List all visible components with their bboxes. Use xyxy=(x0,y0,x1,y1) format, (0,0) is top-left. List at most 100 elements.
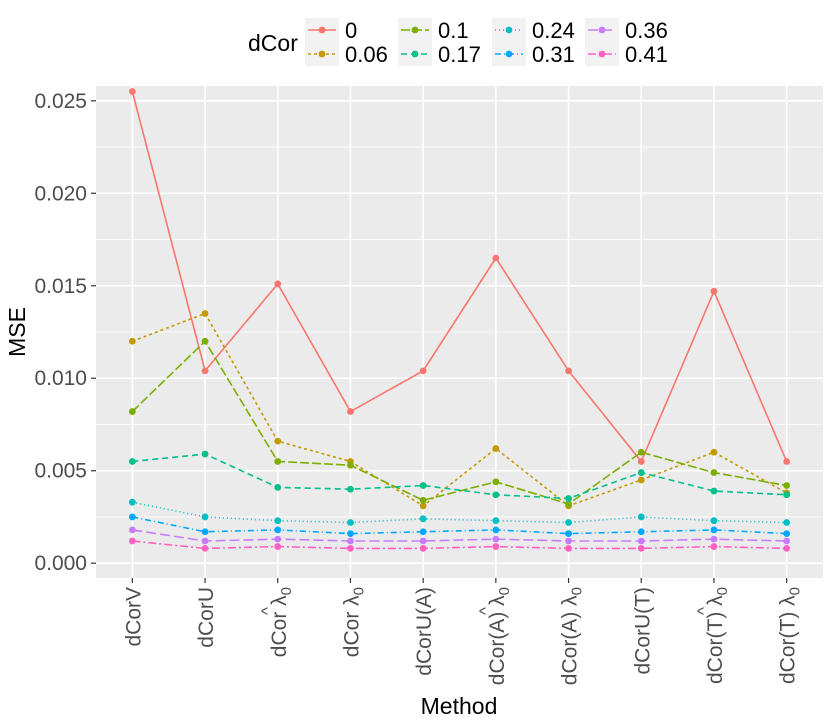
legend-key-point xyxy=(411,26,419,34)
series-point xyxy=(637,537,645,545)
x-tick-label-text: dCor(A) λ0 xyxy=(486,587,513,685)
series-line xyxy=(131,339,787,505)
series-point xyxy=(419,537,427,545)
legend-key-point xyxy=(411,50,419,58)
legend-item: 0.41 xyxy=(585,42,668,67)
series-point xyxy=(274,280,282,288)
series-point xyxy=(565,519,572,526)
series-line xyxy=(132,540,787,550)
x-tick-label-base: dCor λ xyxy=(340,595,363,657)
legend-key-point xyxy=(598,50,606,58)
series-point xyxy=(201,545,209,552)
x-tick-label-sub: 0 xyxy=(714,587,731,595)
series-point xyxy=(201,367,209,375)
series-point xyxy=(565,537,572,545)
series-point xyxy=(710,287,718,295)
legend-key-point xyxy=(318,50,326,58)
series-point xyxy=(783,458,791,465)
x-tick-label-base: dCorU(T) xyxy=(631,587,654,675)
series-point xyxy=(492,535,500,543)
x-tick-label-text: dCorV xyxy=(122,587,145,647)
x-tick-label-base: dCor(T) λ xyxy=(777,595,800,684)
series-point xyxy=(419,496,427,504)
x-tick-label-sub: 0 xyxy=(350,587,367,595)
legend-label: 0.06 xyxy=(345,42,388,67)
legend-item: 0.31 xyxy=(492,42,575,67)
series-point xyxy=(710,448,718,456)
series-point xyxy=(783,491,791,499)
series-point xyxy=(274,458,282,465)
series-point xyxy=(565,530,572,538)
series-line xyxy=(132,312,788,507)
series-point xyxy=(710,517,718,525)
series-point xyxy=(128,88,136,95)
series-point xyxy=(492,526,500,534)
x-tick-label-sub: 0 xyxy=(787,587,804,595)
series-point xyxy=(783,545,791,552)
series-point xyxy=(347,530,354,538)
series-point xyxy=(128,408,136,415)
y-tick-label: 0.010 xyxy=(34,367,87,390)
x-tick-label-base: dCor(A) λ xyxy=(559,595,582,685)
series-point xyxy=(637,545,645,552)
x-tick-label-sub: 0 xyxy=(569,587,586,595)
series-point xyxy=(347,519,354,526)
y-tick-label: 0.025 xyxy=(34,90,87,113)
series-point xyxy=(492,543,500,550)
series-lines xyxy=(131,91,788,550)
series-point xyxy=(274,526,282,534)
legend-key-point xyxy=(318,26,326,34)
series-point xyxy=(347,545,354,552)
grid-minor xyxy=(96,146,823,518)
series-line xyxy=(132,453,787,500)
series-point xyxy=(419,482,427,489)
legend-label: 0.41 xyxy=(625,42,668,67)
x-tick-label: dCor λ0 xyxy=(340,587,367,657)
y-tick-label: 0.005 xyxy=(34,460,87,483)
x-tick-label-hat: ^ xyxy=(694,607,713,615)
series-point xyxy=(783,519,791,526)
legend-label: 0.1 xyxy=(438,18,469,43)
y-tick-label: 0.000 xyxy=(34,552,87,575)
series-point xyxy=(637,528,645,536)
series-point xyxy=(419,515,427,523)
x-tick-label-base: dCor(T) λ xyxy=(704,595,727,684)
series-point xyxy=(710,487,718,495)
series-point xyxy=(347,485,354,493)
legend-key-point xyxy=(505,50,513,58)
legend-label: 0.17 xyxy=(438,42,481,67)
series-point xyxy=(128,537,136,545)
series-point xyxy=(274,437,282,445)
series-point xyxy=(710,535,718,543)
series-point xyxy=(419,367,427,375)
series-point xyxy=(201,513,209,521)
x-tick-label-hat: ^ xyxy=(258,607,277,615)
series-line xyxy=(132,516,787,535)
x-tick-label-text: dCorU(T) xyxy=(631,587,654,675)
series-point xyxy=(128,526,136,534)
series-point xyxy=(637,458,645,465)
series-point xyxy=(565,545,572,552)
series-point xyxy=(565,495,572,502)
y-tick-label: 0.015 xyxy=(34,275,87,298)
legend-key-point xyxy=(598,26,606,34)
legend-label: 0.24 xyxy=(532,18,575,43)
x-tick-label: dCor(A) λ0^ xyxy=(476,587,513,685)
series-point xyxy=(783,530,791,538)
series-point xyxy=(565,367,572,375)
series-point xyxy=(492,478,500,486)
legend-item: 0.06 xyxy=(305,42,388,67)
legend-key-point xyxy=(505,26,513,34)
series-point xyxy=(637,469,645,476)
x-tick-label: dCorU(T) xyxy=(631,587,654,675)
series-point xyxy=(419,502,427,510)
x-tick-label: dCorU xyxy=(195,587,218,648)
series-point xyxy=(637,476,645,484)
legend-item: 0.24 xyxy=(492,18,575,43)
x-tick-label-text: dCor(T) λ0 xyxy=(777,587,804,684)
series-point xyxy=(274,535,282,543)
x-tick-label-text: dCor(A) λ0 xyxy=(559,587,586,685)
x-tick-label-text: dCor(T) λ0 xyxy=(704,587,731,684)
x-tick-label-base: dCor λ xyxy=(268,595,291,657)
